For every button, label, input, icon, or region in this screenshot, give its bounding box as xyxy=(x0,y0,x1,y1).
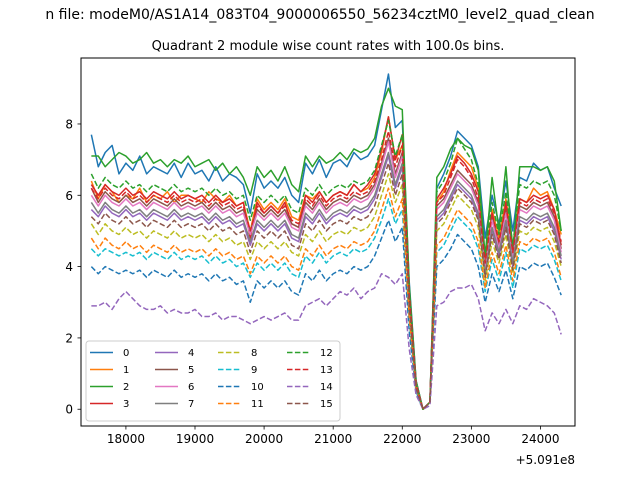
legend-label-11: 11 xyxy=(251,399,264,410)
legend-label-4: 4 xyxy=(188,348,194,359)
x-tick-label: 20000 xyxy=(245,432,283,446)
x-tick-label: 18000 xyxy=(107,432,145,446)
x-tick-label: 19000 xyxy=(176,432,214,446)
legend-label-1: 1 xyxy=(123,365,129,376)
legend-label-9: 9 xyxy=(251,365,257,376)
chart-title: Quadrant 2 module wise count rates with … xyxy=(152,39,505,54)
legend-label-7: 7 xyxy=(188,399,194,410)
y-axis: 0 2 4 6 8 xyxy=(65,117,81,417)
legend-box xyxy=(85,340,341,422)
series-line-13 xyxy=(90,130,562,410)
plot-frame xyxy=(80,57,576,427)
x-axis: 18000 19000 20000 21000 22000 23000 24000 xyxy=(107,426,560,446)
figure-suptitle: n file: modeM0/AS1A14_083T04_9000006550_… xyxy=(45,7,594,23)
y-tick-label: 0 xyxy=(65,403,73,417)
legend-label-12: 12 xyxy=(320,348,333,359)
plot-area xyxy=(80,57,576,427)
legend-label-14: 14 xyxy=(320,382,333,393)
y-tick-label: 2 xyxy=(65,331,73,345)
legend-label-2: 2 xyxy=(123,382,129,393)
legend-label-3: 3 xyxy=(123,399,129,410)
x-tick-label: 21000 xyxy=(314,432,352,446)
legend-label-5: 5 xyxy=(188,365,194,376)
legend-label-10: 10 xyxy=(251,382,264,393)
y-tick-label: 4 xyxy=(65,260,73,274)
x-tick-label: 24000 xyxy=(521,432,559,446)
legend-label-8: 8 xyxy=(251,348,257,359)
series-line-0 xyxy=(90,73,562,410)
x-tick-label: 22000 xyxy=(383,432,421,446)
legend-label-13: 13 xyxy=(320,365,333,376)
series-line-10 xyxy=(90,219,562,410)
y-tick-label: 8 xyxy=(65,117,73,131)
series-layer xyxy=(90,73,562,410)
series-line-12 xyxy=(90,119,562,410)
legend-label-15: 15 xyxy=(320,399,333,410)
series-line-15 xyxy=(90,162,562,410)
y-tick-label: 6 xyxy=(65,189,73,203)
legend-label-6: 6 xyxy=(188,382,194,393)
x-axis-offset-label: +5.091e8 xyxy=(516,453,575,467)
legend-label-0: 0 xyxy=(123,348,129,359)
x-tick-label: 23000 xyxy=(452,432,490,446)
series-line-2 xyxy=(91,87,562,410)
